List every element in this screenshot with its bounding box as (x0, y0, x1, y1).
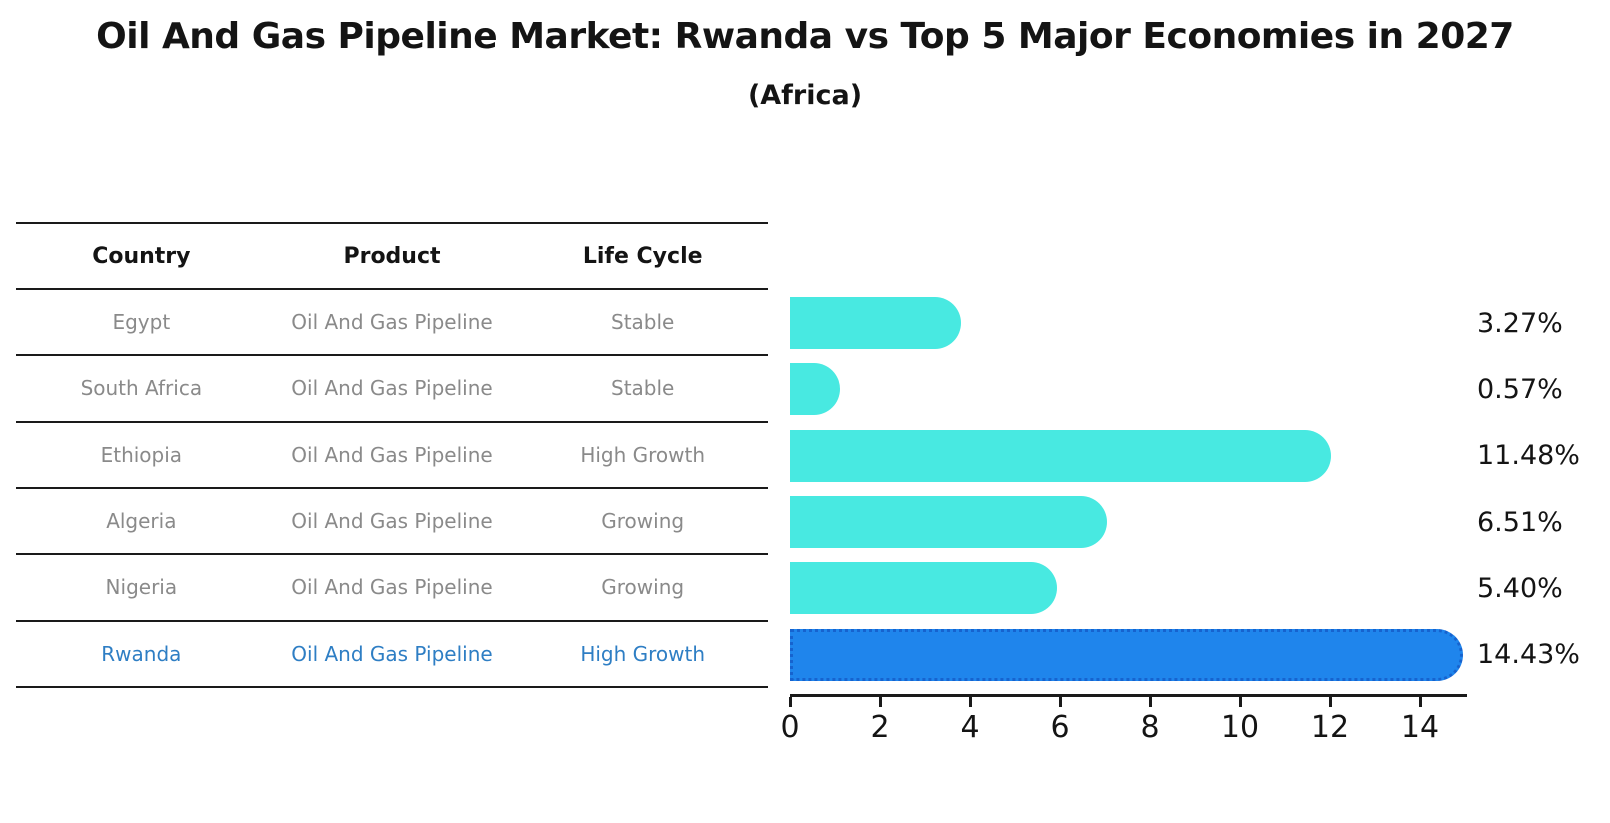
table-header-product: Product (343, 243, 441, 269)
table-header-lifecycle: Life Cycle (582, 243, 703, 269)
bar-row-ethiopia (790, 423, 1490, 489)
cell-country: Ethiopia (100, 442, 183, 467)
cell-life-cycle: High Growth (580, 442, 706, 467)
bar-series (790, 290, 1490, 688)
table-header-country: Country (92, 243, 191, 269)
cell-country: Egypt (112, 310, 171, 335)
bar-row-algeria (790, 489, 1490, 555)
cell-country: Rwanda (101, 641, 182, 666)
cell-life-cycle: Growing (601, 509, 685, 534)
x-tick-0 (788, 697, 792, 707)
table-row-algeria: Algeria Oil And Gas Pipeline Growing (16, 489, 768, 556)
cell-product: Oil And Gas Pipeline (291, 310, 493, 335)
bar-row-nigeria (790, 555, 1490, 621)
cell-life-cycle: Stable (611, 310, 675, 335)
x-tick-label-2: 2 (870, 710, 890, 745)
cell-life-cycle: High Growth (580, 641, 706, 666)
bar-algeria (790, 496, 1107, 549)
bar-row-rwanda (790, 622, 1490, 688)
country-table: Country Product Life Cycle Egypt Oil And … (16, 222, 768, 688)
bar-nigeria (790, 562, 1057, 615)
bar-south-africa (790, 363, 840, 416)
x-tick-6 (1058, 697, 1062, 707)
cell-product: Oil And Gas Pipeline (291, 509, 493, 534)
x-tick-label-8: 8 (1140, 710, 1160, 745)
x-tick-label-6: 6 (1050, 710, 1070, 745)
bar-rwanda (790, 628, 1464, 681)
table-row-egypt: Egypt Oil And Gas Pipeline Stable (16, 290, 768, 357)
value-label-ethiopia: 11.48% (1477, 440, 1580, 472)
bar-ethiopia (790, 429, 1331, 482)
table-header-row: Country Product Life Cycle (16, 222, 768, 290)
cell-country: South Africa (80, 376, 203, 401)
cell-country: Nigeria (105, 575, 178, 600)
bar-egypt (790, 297, 962, 350)
value-label-row: 5.40% (1477, 555, 1607, 621)
value-label-nigeria: 5.40% (1477, 572, 1563, 604)
value-label-south-africa: 0.57% (1477, 373, 1563, 405)
cell-product: Oil And Gas Pipeline (291, 575, 493, 600)
value-label-rwanda: 14.43% (1477, 639, 1580, 671)
x-tick-4 (968, 697, 972, 707)
cell-product: Oil And Gas Pipeline (291, 442, 493, 467)
bar-value-labels: 3.27% 0.57% 11.48% 6.51% 5.40% 14.43% (1477, 290, 1607, 688)
cell-product: Oil And Gas Pipeline (291, 376, 493, 401)
x-tick-label-12: 12 (1310, 710, 1350, 745)
chart-title: Oil And Gas Pipeline Market: Rwanda vs T… (96, 16, 1514, 57)
table-body: Egypt Oil And Gas Pipeline Stable South Afr… (16, 290, 768, 688)
value-label-row: 14.43% (1477, 622, 1607, 688)
value-label-algeria: 6.51% (1477, 506, 1563, 538)
table-row-ethiopia: Ethiopia Oil And Gas Pipeline High Growth (16, 423, 768, 489)
value-label-row: 3.27% (1477, 290, 1607, 356)
x-tick-label-10: 10 (1220, 710, 1260, 745)
x-tick-14 (1418, 697, 1422, 707)
x-tick-8 (1148, 697, 1152, 707)
x-tick-label-0: 0 (780, 710, 800, 745)
x-tick-12 (1328, 697, 1332, 707)
x-axis-line (790, 694, 1467, 697)
bar-row-south-africa (790, 356, 1490, 422)
value-label-row: 6.51% (1477, 489, 1607, 555)
cell-product: Oil And Gas Pipeline (291, 641, 493, 666)
value-label-row: 11.48% (1477, 423, 1607, 489)
x-tick-10 (1238, 697, 1242, 707)
cell-life-cycle: Stable (611, 376, 675, 401)
value-label-egypt: 3.27% (1477, 307, 1563, 339)
cell-country: Algeria (106, 509, 177, 534)
x-tick-label-4: 4 (960, 710, 980, 745)
value-label-row: 0.57% (1477, 356, 1607, 422)
chart-subtitle: (Africa) (747, 80, 863, 111)
table-row-rwanda: Rwanda Oil And Gas Pipeline High Growth (16, 622, 768, 688)
cell-life-cycle: Growing (601, 575, 685, 600)
x-tick-2 (878, 697, 882, 707)
table-row-nigeria: Nigeria Oil And Gas Pipeline Growing (16, 555, 768, 622)
table-row-south-africa: South Africa Oil And Gas Pipeline Stable (16, 356, 768, 423)
bar-row-egypt (790, 290, 1490, 356)
x-tick-label-14: 14 (1400, 710, 1440, 745)
